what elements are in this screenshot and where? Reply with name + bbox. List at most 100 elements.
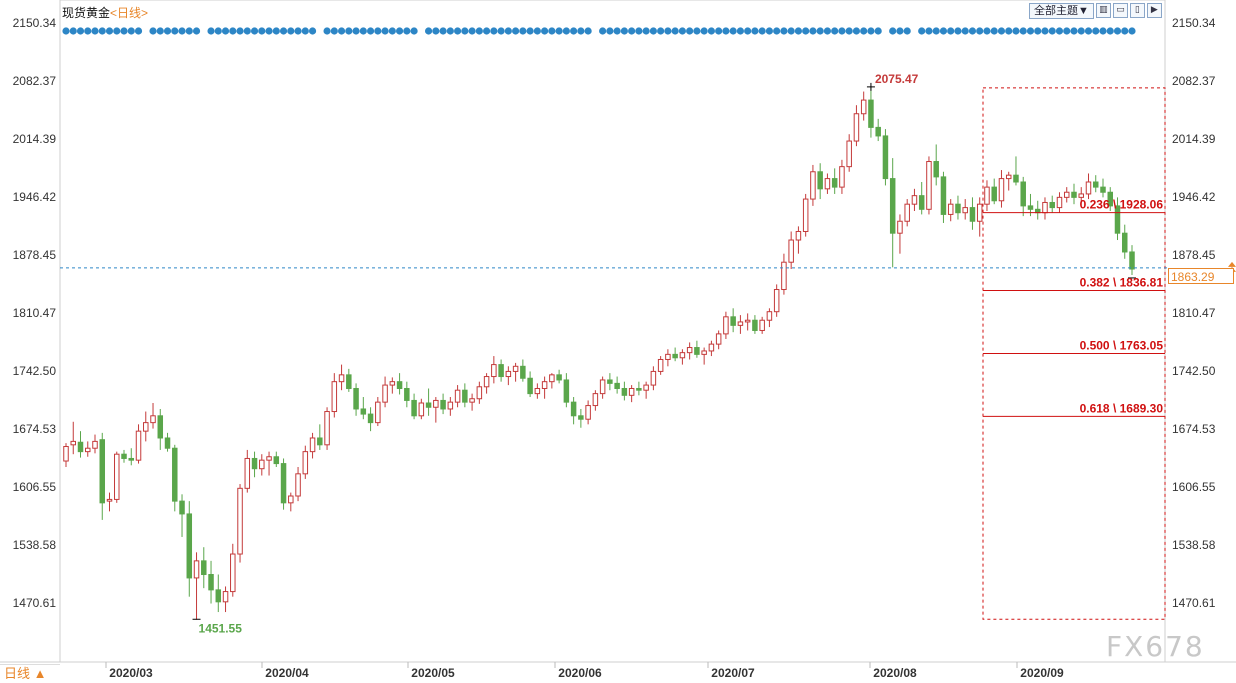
- signal-dot: [62, 27, 70, 35]
- signal-dot: [359, 27, 367, 35]
- signal-dot: [577, 27, 585, 35]
- zoom-in-icon[interactable]: ▭: [1112, 3, 1128, 18]
- candle-down: [1020, 181, 1026, 207]
- candle-up: [222, 591, 229, 603]
- candle-up: [1042, 201, 1048, 214]
- candle-up: [585, 405, 591, 420]
- signal-dot: [1034, 27, 1042, 35]
- signal-dot: [758, 27, 766, 35]
- candle-up: [773, 289, 780, 313]
- signal-dot: [1048, 27, 1056, 35]
- y-tick-label-right: 1674.53: [1172, 422, 1216, 436]
- candle-up: [549, 374, 555, 383]
- y-tick-label-left: 2014.39: [13, 132, 57, 146]
- plot-frame: [59, 0, 1166, 663]
- signal-dot: [968, 27, 977, 35]
- signal-dot: [98, 27, 106, 35]
- signal-dot: [1012, 27, 1020, 35]
- high-annotation: 2075.47: [875, 72, 919, 86]
- signal-dot: [635, 27, 643, 35]
- theme-select[interactable]: 全部主题▼: [1029, 2, 1094, 19]
- signal-dot: [896, 27, 904, 35]
- candle-up: [483, 376, 490, 388]
- candle-down: [1122, 232, 1128, 253]
- candle-down: [527, 377, 533, 395]
- period-link[interactable]: <日线>: [110, 6, 149, 20]
- signal-dot: [918, 27, 926, 35]
- y-tick-label-left: 1538.58: [13, 538, 57, 552]
- y-tick-label-left: 1470.61: [13, 596, 57, 610]
- candle-up: [259, 459, 265, 470]
- y-tick-label-right: 2150.34: [1172, 16, 1216, 30]
- signal-dot: [939, 27, 948, 35]
- signal-dot: [475, 27, 483, 35]
- signal-dot: [809, 27, 817, 35]
- candle-up: [860, 99, 867, 115]
- candle-down: [614, 382, 620, 389]
- candle-up: [491, 364, 497, 378]
- candle-up: [824, 178, 831, 190]
- candle-up: [665, 353, 671, 360]
- signal-dot: [330, 27, 338, 35]
- candle-up: [984, 186, 990, 205]
- signal-dot: [381, 27, 389, 35]
- y-tick-label-left: 1878.45: [13, 248, 57, 262]
- signal-dot: [954, 27, 962, 35]
- signal-dot: [1084, 27, 1093, 35]
- candle-up: [592, 393, 599, 407]
- candle-up: [193, 560, 200, 579]
- signal-dot: [432, 27, 440, 35]
- signal-dot: [519, 27, 527, 35]
- signal-dot: [555, 27, 563, 35]
- signal-dot: [229, 27, 237, 35]
- signal-dot: [686, 27, 694, 35]
- candle-down: [831, 178, 838, 188]
- candle-up: [143, 422, 149, 432]
- signal-dot: [258, 27, 266, 35]
- signal-dot: [976, 27, 984, 35]
- candle-down: [186, 513, 193, 579]
- signal-dot: [113, 27, 121, 35]
- candle-up: [302, 451, 309, 475]
- y-tick-label-left: 2082.37: [13, 74, 57, 88]
- candle-down: [346, 374, 352, 389]
- scroll-right-icon[interactable]: ▶: [1146, 3, 1162, 18]
- signal-dot: [446, 27, 454, 35]
- candle-up: [447, 401, 454, 410]
- period-switcher[interactable]: 日线 ▲: [0, 664, 60, 682]
- zoom-out-icon[interactable]: ▯: [1129, 3, 1145, 18]
- signal-dot: [570, 27, 578, 35]
- signal-dot: [490, 27, 498, 35]
- candle-down: [317, 437, 323, 446]
- signal-dot: [838, 27, 846, 35]
- candle-down: [1013, 174, 1019, 183]
- candle-up: [244, 457, 251, 489]
- candle-down: [280, 463, 287, 504]
- signal-dot: [1113, 27, 1122, 35]
- candle-down: [128, 457, 135, 461]
- candle-up: [389, 381, 396, 386]
- y-tick-label-right: 1538.58: [1172, 538, 1216, 552]
- candle-down: [404, 387, 410, 401]
- current-price-badge: 1863.29: [1168, 268, 1234, 284]
- candle-up: [846, 140, 852, 168]
- y-tick-label-right: 2082.37: [1172, 74, 1216, 88]
- candle-up: [708, 343, 715, 352]
- signal-dot: [185, 27, 193, 35]
- candle-down: [730, 316, 736, 326]
- low-annotation: 1451.55: [199, 621, 243, 635]
- candle-up: [679, 352, 686, 359]
- candle-up: [375, 401, 381, 424]
- signal-dot: [533, 27, 541, 35]
- chart-bars-icon[interactable]: ▥: [1095, 3, 1111, 18]
- candle-down: [425, 402, 432, 408]
- candle-up: [454, 389, 461, 403]
- candle-down: [752, 319, 758, 331]
- candle-down: [694, 347, 700, 355]
- signal-dot: [323, 27, 331, 35]
- signal-dot: [664, 27, 672, 35]
- x-tick-label: 2020/05: [411, 666, 455, 680]
- signal-dot: [620, 27, 628, 35]
- signal-dot: [1041, 27, 1049, 35]
